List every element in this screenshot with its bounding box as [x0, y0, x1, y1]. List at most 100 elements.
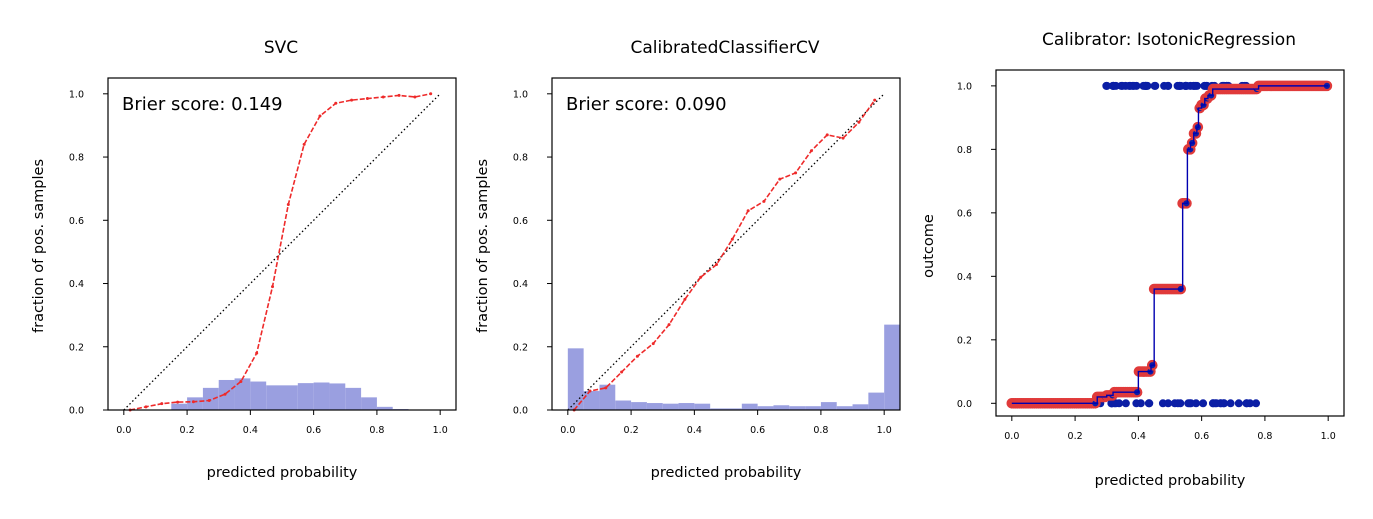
calibration-point — [794, 171, 798, 175]
calibration-point — [334, 101, 338, 105]
histogram-bar — [805, 406, 821, 410]
histogram-bar — [376, 406, 393, 410]
plot-area — [567, 93, 900, 412]
y-tick-label: 0.0 — [69, 406, 84, 417]
calibration-point — [762, 199, 766, 203]
outcome-point — [1184, 399, 1193, 408]
histogram-bar — [820, 402, 837, 410]
histogram-bar — [678, 403, 695, 410]
histogram-bar — [234, 378, 251, 410]
histogram-bar — [852, 404, 869, 410]
x-tick-label: 0.2 — [624, 425, 639, 436]
x-tick-label: 0.0 — [1004, 431, 1019, 442]
x-tick-label: 0.6 — [306, 425, 321, 436]
y-tick-label: 1.0 — [513, 89, 528, 100]
histogram-bar — [646, 403, 663, 410]
calibration-point — [715, 263, 719, 267]
perfect-calibration-line — [567, 93, 885, 411]
calibration-point — [413, 95, 417, 99]
perfect-calibration-line — [123, 93, 441, 411]
histogram-bar — [662, 403, 679, 410]
outcome-point — [1219, 399, 1228, 408]
calibration-point — [365, 97, 369, 101]
y-tick-label: 0.2 — [69, 342, 84, 353]
outcome-point — [1139, 81, 1148, 90]
brier-score-annotation: Brier score: 0.149 — [122, 94, 283, 115]
histogram-bar — [266, 385, 282, 410]
y-tick-label: 0.6 — [69, 216, 84, 227]
histogram-bar — [710, 408, 726, 410]
x-tick-label: 1.0 — [1321, 431, 1336, 442]
x-tick-label: 0.6 — [750, 425, 765, 436]
histogram-bar — [773, 405, 790, 410]
y-axis-label: fraction of pos. samples — [475, 159, 491, 333]
outcome-point — [1132, 399, 1141, 408]
calibration-curve — [573, 99, 876, 411]
y-tick-label: 0.4 — [69, 279, 84, 290]
outcome-point — [1212, 399, 1221, 408]
histogram-bar — [789, 406, 806, 410]
x-tick-label: 0.8 — [813, 425, 828, 436]
outcome-point — [1145, 399, 1154, 408]
brier-score-annotation: Brier score: 0.090 — [566, 94, 727, 115]
calibration-point — [381, 95, 385, 99]
x-tick-label: 0.8 — [369, 425, 384, 436]
histogram-bar — [361, 397, 377, 410]
histogram-bar — [757, 406, 774, 410]
calibration-point — [730, 237, 734, 241]
calibration-point — [778, 177, 782, 181]
calibration-point — [397, 93, 401, 97]
y-tick-label: 1.0 — [957, 81, 972, 92]
outcome-point — [1182, 81, 1191, 90]
histogram-bar — [583, 391, 600, 410]
outcome-point — [1164, 399, 1173, 408]
calibration-point — [667, 323, 671, 327]
calibrated-classifier-chart: CalibratedClassifierCV fraction of pos. … — [475, 38, 901, 481]
outcome-point — [1234, 399, 1243, 408]
outcome-point — [1173, 399, 1182, 408]
x-tick-label: 0.8 — [1257, 431, 1272, 442]
calibration-point — [825, 133, 829, 137]
calibration-point — [683, 297, 687, 301]
plot-area — [1006, 80, 1333, 409]
calibration-point — [620, 370, 624, 374]
outcome-point — [1115, 399, 1124, 408]
outcome-point — [1199, 399, 1208, 408]
calibration-point — [239, 380, 243, 384]
outcome-point — [1121, 81, 1130, 90]
histogram-bar — [297, 383, 314, 410]
histogram-bar — [726, 408, 742, 410]
x-tick-label: 0.2 — [1068, 431, 1083, 442]
histogram-bar — [202, 387, 219, 410]
y-axis-label: fraction of pos. samples — [31, 159, 47, 333]
isotonic-step-line — [1011, 85, 1329, 405]
histogram-bar — [631, 402, 647, 410]
chart-title: SVC — [264, 38, 298, 58]
plot-frame — [995, 69, 1345, 417]
y-tick-label: 0.8 — [513, 153, 528, 164]
histogram-bar — [282, 385, 298, 410]
isotonic-calibrator-chart: Calibrator: IsotonicRegression outcome p… — [921, 30, 1345, 489]
histogram-bar — [868, 392, 885, 410]
calibration-point — [176, 400, 180, 404]
plot-area — [123, 92, 441, 412]
histogram-bar — [836, 406, 853, 410]
histogram-bar — [345, 387, 362, 410]
chart-title: Calibrator: IsotonicRegression — [1042, 30, 1296, 50]
x-tick-label: 1.0 — [877, 425, 892, 436]
outcome-point — [1226, 399, 1235, 408]
calibration-point — [746, 209, 750, 213]
histogram-bar — [313, 382, 330, 410]
x-tick-label: 0.4 — [243, 425, 258, 436]
y-tick-label: 0.4 — [513, 279, 528, 290]
histogram-bar — [599, 384, 616, 410]
plot-frame — [551, 77, 901, 411]
outcome-point — [1242, 399, 1251, 408]
calibration-point — [857, 120, 861, 124]
calibration-point — [255, 351, 259, 355]
calibration-point — [588, 389, 592, 393]
outcome-point — [1111, 81, 1120, 90]
histogram-bar — [567, 348, 584, 410]
calibration-point — [699, 275, 703, 279]
x-tick-label: 0.0 — [560, 425, 575, 436]
